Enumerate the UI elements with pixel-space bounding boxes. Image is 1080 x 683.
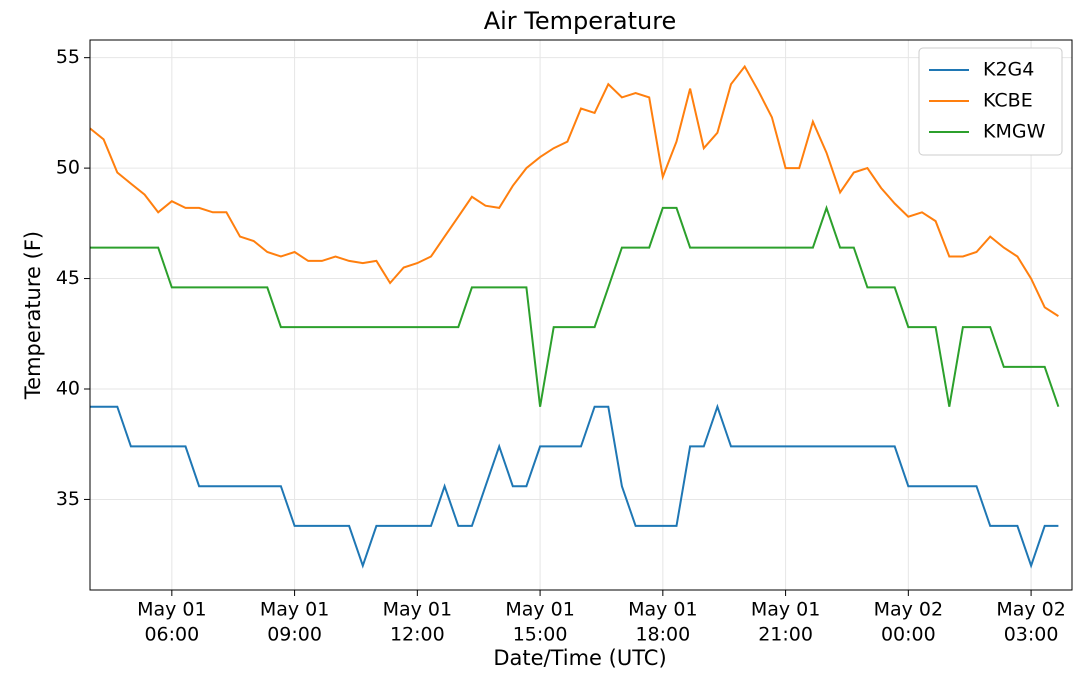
x-axis-label: Date/Time (UTC) bbox=[493, 646, 666, 670]
x-tick-label: 15:00 bbox=[513, 624, 568, 646]
x-tick-label: May 01 bbox=[628, 599, 698, 621]
x-tick-label: 06:00 bbox=[144, 624, 199, 646]
x-tick-label: 09:00 bbox=[267, 624, 322, 646]
x-tick-label: May 02 bbox=[874, 599, 944, 621]
plot-frame bbox=[89, 39, 1073, 591]
legend: K2G4 KCBE KMGW bbox=[918, 47, 1063, 156]
series-line bbox=[89, 64, 1059, 317]
series-line bbox=[90, 403, 1059, 569]
legend-label: K2G4 bbox=[983, 59, 1034, 81]
legend-label: KMGW bbox=[983, 121, 1046, 143]
x-tick-label: 18:00 bbox=[635, 624, 690, 646]
x-tick-label: May 01 bbox=[137, 599, 207, 621]
legend-label: KCBE bbox=[983, 90, 1033, 112]
x-tick-label: May 01 bbox=[505, 599, 575, 621]
y-tick-label: 55 bbox=[56, 46, 80, 68]
x-tick-label: May 01 bbox=[260, 599, 330, 621]
x-tick-label: May 01 bbox=[383, 599, 453, 621]
x-tick-label: 03:00 bbox=[1004, 624, 1059, 646]
x-tick-label: 00:00 bbox=[881, 624, 936, 646]
x-tick-label: 21:00 bbox=[758, 624, 813, 646]
y-tick-label: 35 bbox=[56, 488, 80, 510]
x-tick-label: May 02 bbox=[996, 599, 1066, 621]
chart-title: Air Temperature bbox=[484, 7, 677, 35]
x-tick-label: 12:00 bbox=[390, 624, 445, 646]
x-tick-label: May 01 bbox=[751, 599, 821, 621]
legend-box bbox=[918, 47, 1063, 156]
y-tick-label: 45 bbox=[56, 267, 80, 289]
y-tick-label: 50 bbox=[56, 157, 80, 179]
y-tick-label: 40 bbox=[56, 377, 80, 399]
series-line bbox=[90, 204, 1060, 408]
y-axis-label: Temperature (F) bbox=[21, 231, 45, 400]
